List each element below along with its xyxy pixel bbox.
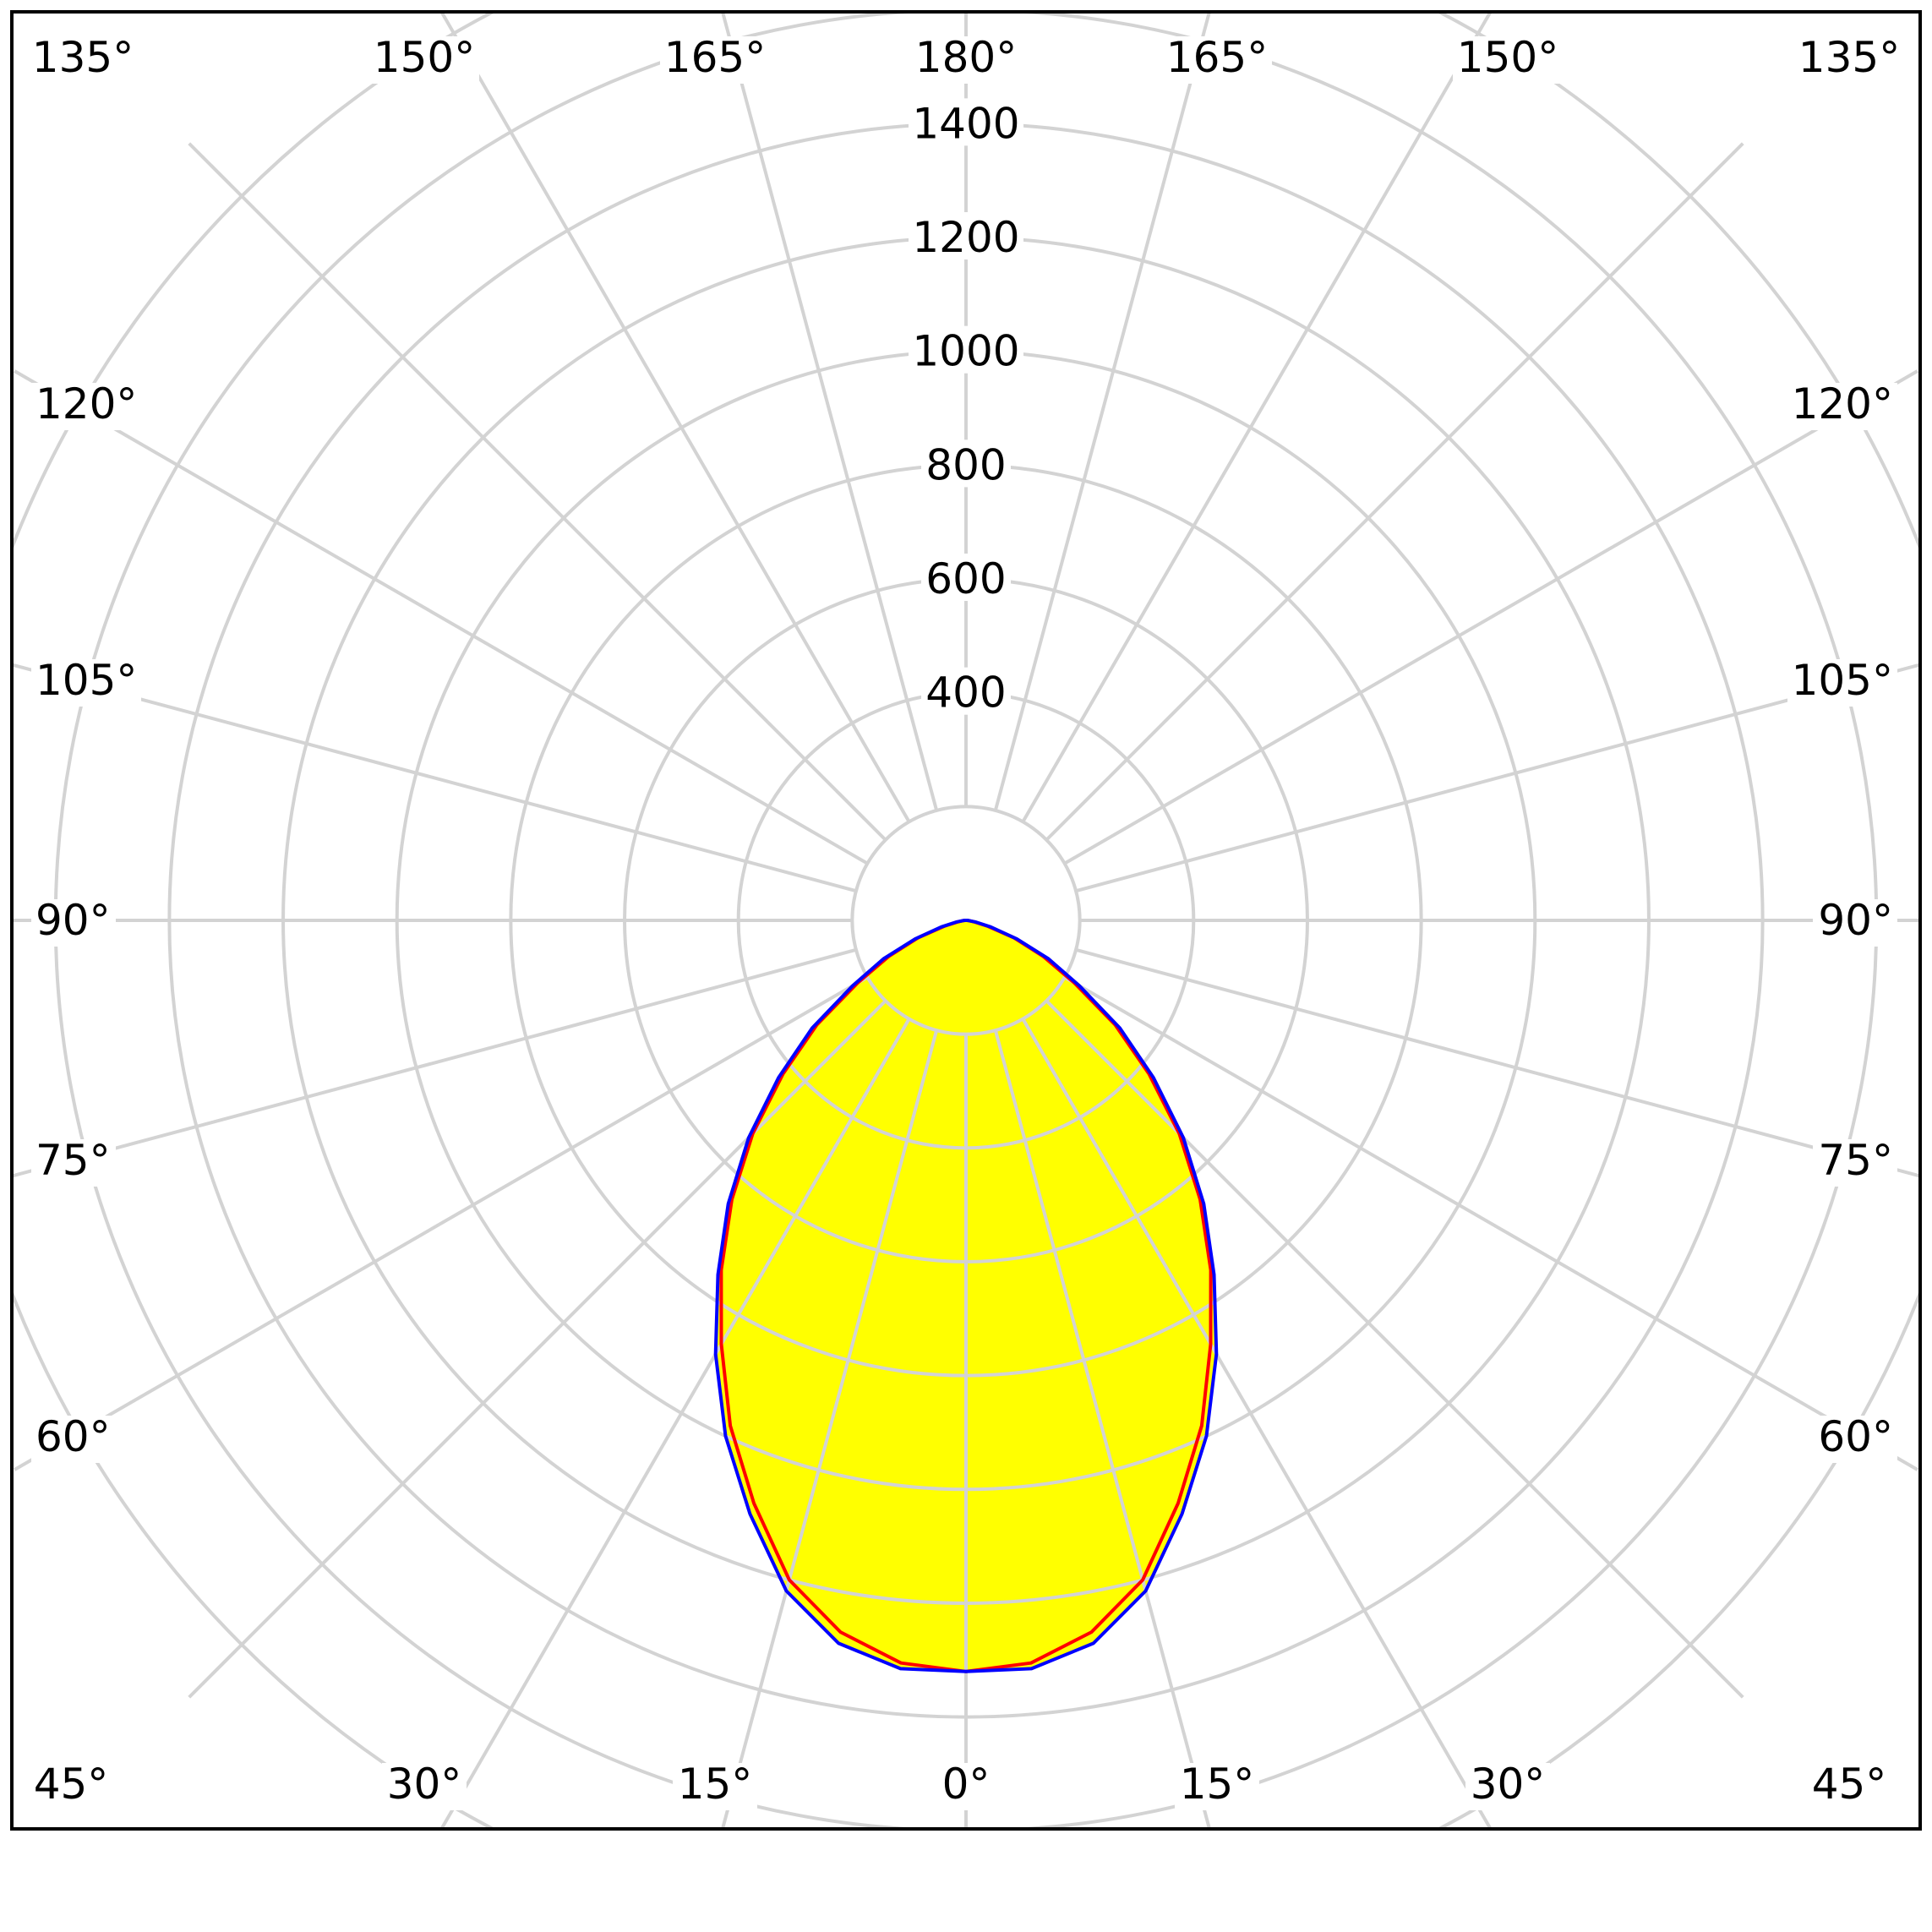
angle-label-bottom: 45° xyxy=(34,1760,109,1809)
radial-tick-label: 1200 xyxy=(912,213,1019,262)
angle-label-right-bg xyxy=(1787,383,1897,430)
grid-spoke-overlay xyxy=(1045,999,1217,1672)
angle-label-top: 165° xyxy=(664,33,766,82)
angle-label-right-bg xyxy=(1787,659,1897,707)
radial-label-bg xyxy=(921,554,1011,602)
grid-spoke-overlay xyxy=(715,999,887,1672)
angle-label-top-bg xyxy=(911,36,1021,84)
angle-label-top: 150° xyxy=(374,33,475,82)
grid-spoke-overlay xyxy=(715,1018,911,1672)
angle-label-left: 120° xyxy=(35,379,137,428)
grid-ring-overlay xyxy=(850,920,1082,1036)
grid-ring-overlay xyxy=(715,920,1217,1605)
radial-tick-label: 400 xyxy=(925,669,1006,718)
angle-label-bottom: 15° xyxy=(1180,1760,1255,1809)
grid-spoke xyxy=(188,142,887,842)
radial-tick-label: 800 xyxy=(925,440,1006,489)
angle-label-left-bg xyxy=(31,1139,116,1187)
radial-tick-label: 1400 xyxy=(912,99,1019,148)
angle-label-bottom-bg xyxy=(29,1763,113,1810)
angle-label-right: 105° xyxy=(1792,656,1893,705)
angle-label-bottom-bg xyxy=(1465,1763,1550,1810)
grid-spoke xyxy=(1021,12,1493,823)
radial-label-bg xyxy=(909,325,1023,374)
grid-spoke xyxy=(14,369,869,865)
grid-spoke-overlay xyxy=(1021,1018,1217,1672)
angle-label-left-bg xyxy=(31,1416,116,1463)
grid-spoke xyxy=(439,12,911,823)
angle-label-left: 105° xyxy=(35,656,137,705)
angle-label-top-bg xyxy=(369,36,479,84)
angle-label-top-bg xyxy=(1453,36,1563,84)
angle-label-left: 90° xyxy=(35,896,111,945)
angle-label-top: 180° xyxy=(915,33,1017,82)
radial-label-bg xyxy=(909,98,1023,146)
grid-spoke xyxy=(720,12,939,811)
radial-label-bg xyxy=(921,667,1011,715)
angle-label-bottom: 0° xyxy=(942,1760,991,1809)
angle-label-right-bg xyxy=(1813,1416,1897,1463)
angle-label-top-bg xyxy=(28,36,138,84)
angle-label-top: 135° xyxy=(1798,33,1900,82)
angle-label-bottom-bg xyxy=(936,1763,996,1810)
angle-label-bottom: 45° xyxy=(1812,1760,1887,1809)
radial-tick-label: 1000 xyxy=(912,327,1019,376)
angle-label-bottom-bg xyxy=(382,1763,467,1810)
angle-label-top-bg xyxy=(1794,36,1904,84)
grid-spoke xyxy=(1063,975,1918,1471)
angle-label-top: 135° xyxy=(32,33,134,82)
grid-spoke xyxy=(1063,369,1918,865)
angle-label-left: 60° xyxy=(35,1412,111,1461)
radial-tick-label: 600 xyxy=(925,554,1006,603)
grid-ring-overlay xyxy=(715,920,1217,1492)
grid-ring-overlay xyxy=(736,920,1196,1150)
angle-label-top: 150° xyxy=(1457,33,1558,82)
angle-label-top: 165° xyxy=(1166,33,1268,82)
angle-label-left-bg xyxy=(31,659,141,707)
radial-label-bg xyxy=(921,439,1011,488)
angle-label-top-bg xyxy=(660,36,770,84)
plot-frame xyxy=(10,10,1922,1831)
grid-ring-overlay xyxy=(715,920,1217,1378)
angle-label-right-bg xyxy=(1813,899,1897,947)
grid-ring-overlay xyxy=(715,920,1217,1263)
angle-label-bottom-bg xyxy=(1807,1763,1891,1810)
grid-spoke xyxy=(14,975,869,1471)
angle-label-right: 75° xyxy=(1818,1136,1893,1185)
angle-label-right: 120° xyxy=(1792,379,1893,428)
angle-label-bottom-bg xyxy=(673,1763,757,1810)
angle-label-bottom: 30° xyxy=(1471,1760,1546,1809)
angle-label-top-bg xyxy=(1162,36,1272,84)
radial-label-bg xyxy=(909,212,1023,260)
angle-label-right: 90° xyxy=(1818,896,1893,945)
angle-label-right: 60° xyxy=(1818,1412,1893,1461)
angle-label-bottom-bg xyxy=(1175,1763,1259,1810)
grid-spoke xyxy=(993,12,1212,811)
tick-labels: 400 600 800 1000 1200 1400 135° 150° 165° 180° 165… xyxy=(28,33,1904,1810)
grid-spoke xyxy=(1045,142,1744,842)
angle-label-bottom: 15° xyxy=(678,1760,753,1809)
grid-spoke-overlay xyxy=(715,1029,939,1672)
angle-label-left-bg xyxy=(31,899,116,947)
angle-label-left-bg xyxy=(31,383,141,430)
grid-spoke-overlay xyxy=(993,1029,1217,1672)
series-blue-curve xyxy=(713,919,1219,1673)
angle-label-bottom: 30° xyxy=(387,1760,462,1809)
angle-label-right-bg xyxy=(1813,1139,1897,1187)
angle-label-left: 75° xyxy=(35,1136,111,1185)
